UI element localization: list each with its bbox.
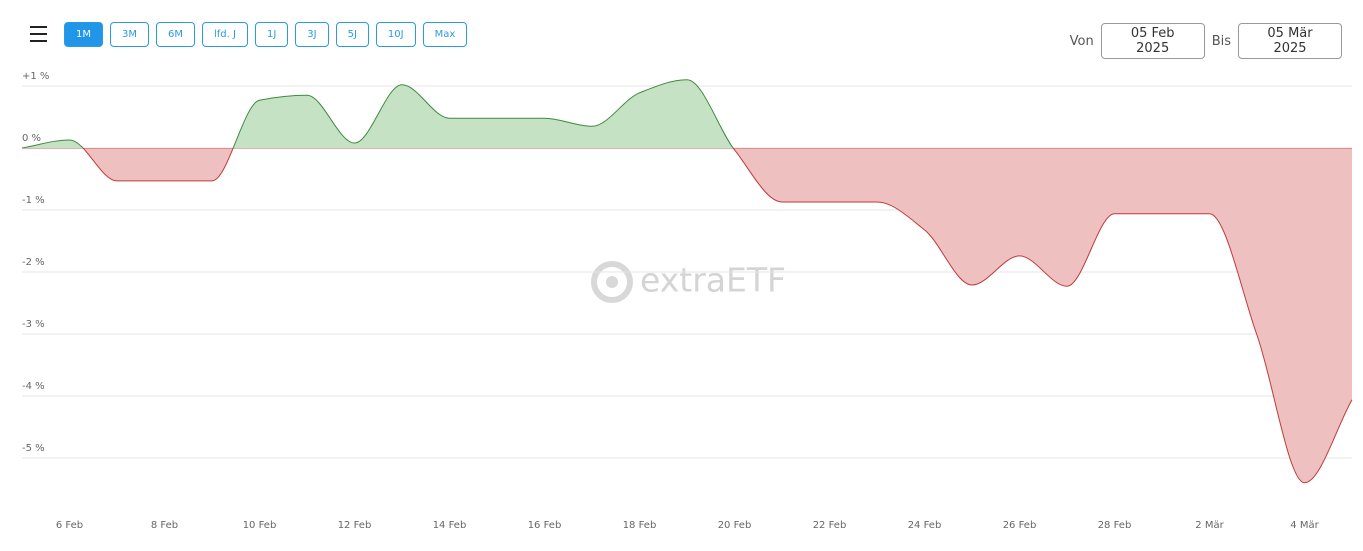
x-tick-label: 8 Feb — [151, 520, 178, 531]
x-tick-label: 28 Feb — [1098, 520, 1132, 531]
x-tick-label: 24 Feb — [908, 520, 942, 531]
range-button[interactable]: lfd. J — [202, 22, 248, 47]
y-tick-label: -2 % — [22, 257, 45, 268]
y-tick-label: -4 % — [22, 381, 45, 392]
x-tick-label: 16 Feb — [528, 520, 562, 531]
menu-icon[interactable] — [30, 26, 47, 47]
to-date[interactable]: 05 Mär 2025 — [1238, 23, 1342, 59]
x-tick-label: 20 Feb — [718, 520, 752, 531]
y-tick-label: +1 % — [22, 71, 49, 82]
range-button[interactable]: 10J — [375, 22, 416, 47]
x-tick-label: 14 Feb — [433, 520, 467, 531]
range-button[interactable]: 6M — [156, 22, 195, 47]
watermark-icon — [606, 276, 618, 288]
x-tick-label: 10 Feb — [243, 520, 277, 531]
y-tick-label: -1 % — [22, 195, 45, 206]
y-tick-label: -5 % — [22, 443, 45, 454]
range-button[interactable]: 5J — [335, 22, 369, 47]
area-negative — [22, 148, 1352, 483]
from-date[interactable]: 05 Feb 2025 — [1100, 23, 1205, 59]
y-tick-label: -3 % — [22, 319, 45, 330]
x-tick-label: 2 Mär — [1195, 520, 1224, 531]
x-tick-label: 4 Mär — [1290, 520, 1319, 531]
from-label: Von — [1069, 33, 1094, 49]
range-toolbar: 1M 3M 6M lfd. J 1J 3J 5J 10J Max — [64, 22, 468, 47]
range-button[interactable]: 3M — [110, 22, 149, 47]
line-negative — [22, 148, 1353, 484]
to-label: Bis — [1211, 33, 1231, 49]
range-button[interactable]: 1M — [64, 22, 103, 47]
watermark: extraETF — [640, 261, 786, 300]
watermark-icon — [591, 261, 633, 303]
range-button[interactable]: Max — [422, 22, 468, 47]
range-button[interactable]: 3J — [295, 22, 329, 47]
x-tick-label: 22 Feb — [813, 520, 847, 531]
range-button[interactable]: 1J — [254, 22, 289, 47]
line-positive — [21, 79, 734, 148]
x-tick-label: 18 Feb — [623, 520, 657, 531]
x-tick-label: 26 Feb — [1003, 520, 1037, 531]
x-tick-label: 12 Feb — [338, 520, 372, 531]
y-tick-label: 0 % — [22, 133, 41, 144]
date-range: Von 05 Feb 2025 Bis 05 Mär 2025 — [1070, 23, 1342, 59]
area-positive — [22, 79, 1352, 148]
x-tick-label: 6 Feb — [56, 520, 83, 531]
